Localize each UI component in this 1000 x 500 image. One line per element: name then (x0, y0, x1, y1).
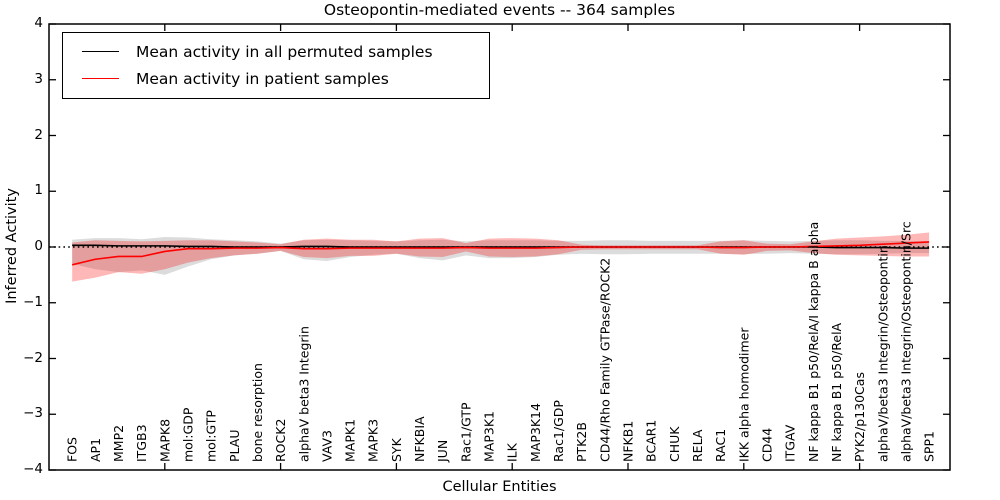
y-tick-label: 3 (34, 70, 43, 87)
x-category-label: NF kappa B1 p50/RelA (829, 322, 844, 462)
x-axis-label: Cellular Entities (442, 479, 557, 495)
x-category-label: MAP3K1 (482, 411, 497, 462)
x-category-label: JUN (435, 440, 450, 463)
y-tick-label: 4 (34, 15, 43, 31)
x-category-label: VAV3 (319, 430, 334, 462)
x-category-label: NF kappa B1 p50/RelA/I kappa B alpha (806, 222, 821, 462)
y-tick-label: 1 (34, 182, 43, 199)
x-category-label: SYK (389, 437, 404, 462)
x-category-label: alphaV/beta3 Integrin/Osteopontin/Src (898, 221, 913, 462)
y-tick-label: −2 (23, 349, 43, 366)
legend-item-patient: Mean activity in patient samples (73, 65, 489, 92)
x-category-label: PLAU (227, 430, 242, 463)
x-category-label: MAPK8 (157, 419, 172, 462)
patient-mean-line (71, 241, 930, 266)
chart-title: Osteopontin-mediated events -- 364 sampl… (323, 1, 676, 19)
legend-label-patient: Mean activity in patient samples (136, 69, 389, 88)
x-category-label: IKK alpha homodimer (736, 327, 751, 462)
y-tick-label: 0 (34, 238, 43, 254)
y-tick-label: −1 (23, 293, 43, 310)
x-category-label: ITGAV (783, 424, 798, 462)
x-category-label: RAC1 (713, 429, 728, 462)
x-category-label: NFKBIA (412, 416, 427, 462)
x-category-label: MAP3K14 (528, 403, 543, 462)
x-category-label: FOS (65, 437, 80, 462)
x-category-label: MAPK1 (343, 419, 358, 462)
x-category-label: PTK2B (574, 422, 589, 462)
x-category-label: BCAR1 (644, 420, 659, 462)
x-category-label: CD44 (759, 428, 774, 462)
x-category-label: mol:GTP (204, 410, 219, 462)
x-category-label: ROCK2 (273, 419, 288, 462)
x-category-label: mol:GDP (180, 407, 195, 462)
x-category-label: ILK (505, 442, 520, 462)
x-category-label: PYK2/p130Cas (852, 372, 867, 462)
x-category-label: Rac1/GDP (551, 400, 566, 462)
legend-label-permuted: Mean activity in all permuted samples (136, 42, 433, 61)
x-category-label: alphaV/beta3 Integrin/Osteopontin (875, 245, 890, 462)
x-category-label: NFKB1 (621, 421, 636, 462)
y-tick-label: 2 (34, 126, 43, 143)
legend-item-permuted: Mean activity in all permuted samples (73, 38, 489, 65)
legend: Mean activity in all permuted samples Me… (62, 32, 490, 99)
x-category-label: alphaV beta3 Integrin (296, 326, 311, 462)
x-category-label: ITGB3 (134, 424, 149, 462)
x-category-label: MMP2 (111, 425, 126, 462)
x-category-label: AP1 (88, 438, 103, 462)
x-category-label: Rac1/GTP (458, 402, 473, 462)
legend-line-permuted (82, 51, 119, 52)
patient-samples-range-band (72, 232, 930, 282)
legend-line-patient (82, 78, 119, 79)
x-category-label: bone resorption (250, 363, 265, 462)
y-tick-label: −3 (23, 405, 43, 422)
x-category-label: SPP1 (922, 431, 937, 462)
y-tick-label: −4 (23, 461, 43, 477)
x-category-label: CD44/Rho Family GTPase/ROCK2 (597, 258, 612, 462)
x-category-label: RELA (690, 429, 705, 462)
x-category-label: CHUK (667, 426, 682, 462)
x-category-label: MAPK3 (366, 419, 381, 462)
